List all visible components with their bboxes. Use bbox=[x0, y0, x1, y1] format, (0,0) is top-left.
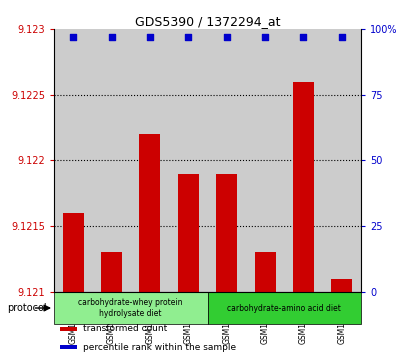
Point bbox=[262, 34, 269, 40]
Point bbox=[108, 34, 115, 40]
Point bbox=[185, 34, 192, 40]
Bar bbox=[208, 29, 246, 292]
Bar bbox=[139, 134, 161, 292]
Bar bbox=[60, 345, 77, 349]
Bar bbox=[246, 29, 284, 292]
Bar bbox=[131, 29, 169, 292]
Bar bbox=[54, 292, 208, 324]
Text: carbohydrate-amino acid diet: carbohydrate-amino acid diet bbox=[227, 303, 341, 313]
Title: GDS5390 / 1372294_at: GDS5390 / 1372294_at bbox=[135, 15, 280, 28]
Bar bbox=[169, 29, 208, 292]
Bar bbox=[284, 29, 323, 292]
Point bbox=[223, 34, 230, 40]
Bar bbox=[331, 279, 352, 292]
Text: percentile rank within the sample: percentile rank within the sample bbox=[83, 343, 236, 352]
Bar bbox=[216, 174, 237, 292]
Point bbox=[146, 34, 153, 40]
Bar bbox=[208, 292, 361, 324]
Bar bbox=[323, 29, 361, 292]
Point bbox=[339, 34, 345, 40]
Bar bbox=[93, 29, 131, 292]
Text: carbohydrate-whey protein
hydrolysate diet: carbohydrate-whey protein hydrolysate di… bbox=[78, 298, 183, 318]
Bar bbox=[54, 29, 92, 292]
Bar bbox=[178, 174, 199, 292]
Bar bbox=[254, 252, 276, 292]
Point bbox=[300, 34, 307, 40]
Bar bbox=[293, 82, 314, 292]
Text: protocol: protocol bbox=[7, 303, 47, 313]
Point bbox=[70, 34, 76, 40]
Bar bbox=[63, 213, 84, 292]
Bar bbox=[60, 327, 77, 331]
Text: transformed count: transformed count bbox=[83, 325, 167, 334]
Bar bbox=[101, 252, 122, 292]
